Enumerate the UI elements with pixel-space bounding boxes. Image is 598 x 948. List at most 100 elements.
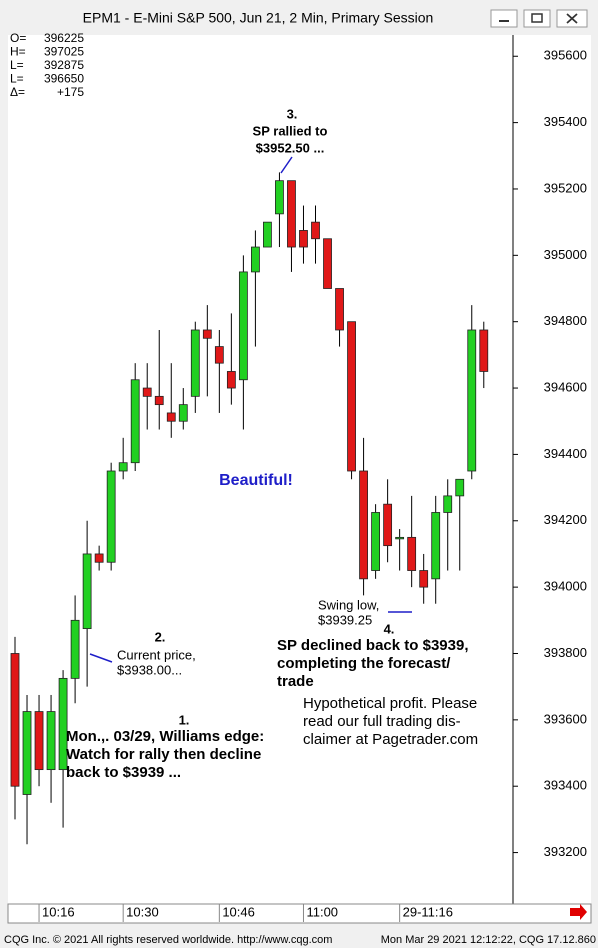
y-tick-label: 393600 — [544, 711, 587, 726]
candle-body — [58, 677, 68, 771]
candle-body — [106, 470, 116, 563]
candle-body — [82, 553, 92, 630]
annotation: $3952.50 ... — [256, 140, 325, 155]
info-label: O= — [10, 31, 26, 45]
annotation: trade — [277, 673, 314, 690]
info-label: L= — [10, 58, 24, 72]
candle-body — [383, 503, 393, 547]
candle-body — [347, 321, 356, 472]
info-label: Δ= — [10, 85, 25, 99]
annotation: Mon.,. 03/29, Williams edge: — [66, 728, 264, 745]
annotation: completing the forecast/ — [277, 655, 451, 672]
candle-body — [10, 653, 20, 787]
candle-body — [479, 329, 489, 372]
scroll-arrow[interactable] — [570, 904, 587, 920]
annotation: 1. — [179, 712, 190, 727]
candle-body — [118, 462, 128, 472]
candle-body — [166, 412, 176, 422]
candle-body — [214, 346, 224, 364]
candle-body — [34, 711, 44, 771]
maximize-icon — [531, 13, 543, 23]
x-tick-label: 29-11:16 — [403, 904, 453, 919]
y-tick-label: 394000 — [544, 579, 587, 594]
candle-body — [94, 553, 104, 563]
candle-body — [311, 221, 320, 240]
x-tick-label: 10:16 — [42, 904, 75, 919]
x-tick-label: 10:46 — [222, 904, 255, 919]
minimize-button[interactable] — [490, 9, 518, 28]
info-label: L= — [10, 72, 24, 86]
annotation: Watch for rally then decline — [66, 746, 261, 763]
candle-body — [275, 180, 284, 215]
candle-body — [130, 379, 140, 464]
info-value: 396650 — [44, 72, 84, 86]
price-axis-area — [513, 35, 591, 904]
y-tick-label: 395400 — [544, 114, 587, 129]
maximize-button[interactable] — [523, 9, 551, 28]
y-tick-label: 395200 — [544, 180, 587, 195]
y-tick-label: 395000 — [544, 247, 587, 262]
annotation: Hypothetical profit. Please — [303, 695, 477, 712]
candle-body — [142, 387, 152, 397]
info-value: +175 — [57, 85, 84, 99]
info-label: H= — [10, 45, 26, 59]
info-value: 392875 — [44, 58, 84, 72]
chart-title: EPM1 - E-Mini S&P 500, Jun 21, 2 Min, Pr… — [83, 10, 434, 26]
annotation: back to $3939 ... — [66, 764, 181, 781]
candle-body — [154, 395, 164, 406]
y-tick-label: 393800 — [544, 645, 587, 660]
y-tick-label: 393200 — [544, 844, 587, 859]
annotation: $3939.25 — [318, 612, 372, 627]
candle-body — [371, 512, 381, 571]
close-icon — [566, 13, 578, 24]
candle-body — [431, 512, 441, 580]
annotation: 3. — [287, 106, 298, 121]
info-value: 396225 — [44, 31, 84, 45]
annotation: read our full trading dis- — [303, 713, 461, 730]
plot-area — [8, 35, 513, 904]
candle-body — [299, 230, 308, 248]
annotation-pointer — [280, 156, 293, 174]
annotation: Beautiful! — [219, 472, 293, 489]
x-tick-label: 10:30 — [126, 904, 159, 919]
info-value: 397025 — [44, 45, 84, 59]
y-tick-label: 394600 — [544, 379, 587, 394]
candle-body — [323, 238, 332, 289]
annotation: Swing low, — [318, 597, 379, 612]
y-tick-label: 394400 — [544, 446, 587, 461]
candle-body — [178, 404, 188, 422]
candle-body — [70, 619, 80, 679]
candle-body — [46, 711, 56, 771]
status-left: CQG Inc. © 2021 All rights reserved worl… — [4, 934, 332, 946]
candle-body — [419, 570, 429, 588]
candle-body — [202, 329, 212, 339]
candle-body — [238, 271, 248, 381]
status-bar — [0, 928, 598, 948]
status-right: Mon Mar 29 2021 12:12:22, CQG 17.12.860 — [381, 934, 596, 946]
window-buttons[interactable] — [490, 9, 588, 28]
candle-body — [22, 711, 32, 795]
annotation-pointer — [89, 653, 113, 663]
y-tick-label: 393400 — [544, 778, 587, 793]
annotation: $3938.00... — [117, 662, 182, 677]
annotation: 2. — [155, 629, 166, 644]
annotation: Current price, — [117, 647, 196, 662]
candle-body — [443, 495, 453, 513]
candle-body — [263, 221, 272, 248]
annotation: SP declined back to $3939, — [277, 637, 468, 654]
candle-body — [359, 470, 368, 580]
annotation: claimer at Pagetrader.com — [303, 731, 478, 748]
candle-body — [190, 329, 200, 397]
candle-body — [287, 180, 296, 248]
time-axis-area — [7, 903, 592, 924]
x-tick-label: 11:00 — [306, 904, 338, 919]
candle-body — [226, 371, 236, 389]
candle-body — [455, 478, 465, 497]
candle-body — [467, 329, 477, 472]
y-tick-label: 395600 — [544, 48, 587, 63]
candle-body — [407, 536, 417, 571]
candle-body — [335, 288, 344, 331]
y-tick-label: 394200 — [544, 512, 587, 527]
candle-body — [250, 246, 260, 273]
